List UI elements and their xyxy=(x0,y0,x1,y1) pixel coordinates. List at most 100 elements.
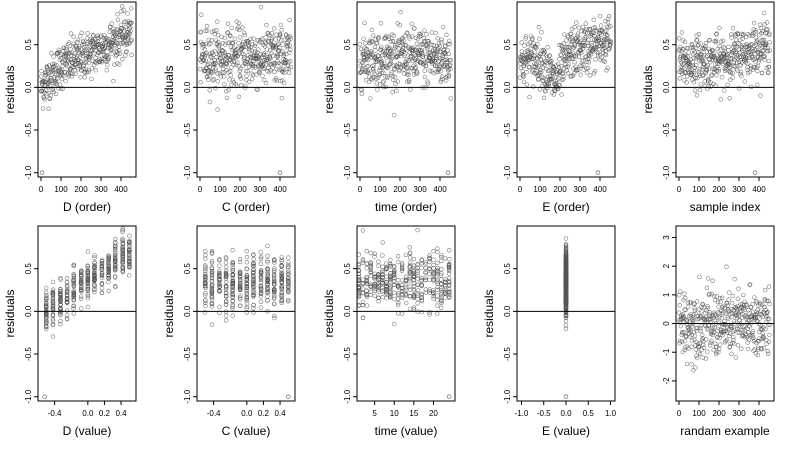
data-point xyxy=(713,32,719,37)
data-point xyxy=(82,75,88,80)
data-point xyxy=(244,254,250,260)
data-point xyxy=(56,65,62,71)
data-point xyxy=(438,305,444,310)
data-point xyxy=(684,361,690,367)
x-tick-label: 100 xyxy=(533,185,547,194)
data-point xyxy=(403,46,409,51)
data-point xyxy=(104,62,110,68)
data-point xyxy=(576,54,582,59)
data-point xyxy=(79,278,84,283)
data-point xyxy=(50,318,56,323)
data-point xyxy=(556,64,562,70)
data-point xyxy=(584,70,590,75)
data-point xyxy=(441,51,446,56)
y-axis-label: residuals xyxy=(322,289,336,337)
data-point xyxy=(288,47,293,52)
data-point xyxy=(698,82,704,87)
data-point xyxy=(112,263,118,268)
data-point xyxy=(448,96,453,101)
data-point xyxy=(762,54,767,59)
data-point xyxy=(402,33,408,39)
data-point xyxy=(114,40,119,45)
data-point xyxy=(275,54,280,59)
data-point xyxy=(415,227,420,233)
data-point xyxy=(760,28,765,34)
data-point xyxy=(761,37,766,42)
data-point xyxy=(518,65,523,71)
data-point xyxy=(91,33,96,38)
data-point xyxy=(238,303,243,308)
x-tick-label: 300 xyxy=(573,185,587,194)
data-point xyxy=(217,71,223,76)
data-point xyxy=(575,31,581,36)
data-point xyxy=(360,228,366,233)
y-tick-label: 0.5 xyxy=(24,39,33,51)
data-point xyxy=(767,48,772,53)
data-point xyxy=(213,68,219,73)
data-point xyxy=(205,28,210,33)
data-point xyxy=(85,304,91,310)
data-point xyxy=(244,249,249,254)
data-point xyxy=(85,293,91,299)
data-point xyxy=(677,57,683,63)
data-point xyxy=(89,76,94,82)
data-point xyxy=(581,62,586,68)
data-point xyxy=(594,49,600,55)
data-point xyxy=(700,73,705,79)
data-point xyxy=(394,64,399,70)
data-point xyxy=(713,38,719,43)
data-point xyxy=(583,21,588,26)
data-point xyxy=(44,319,49,325)
data-point xyxy=(238,76,244,81)
data-point xyxy=(264,22,269,28)
data-point xyxy=(120,236,125,242)
data-point xyxy=(692,333,698,339)
data-point xyxy=(69,50,74,55)
data-point xyxy=(64,308,70,313)
data-point xyxy=(223,260,229,265)
data-point xyxy=(598,23,604,28)
data-point xyxy=(404,30,410,35)
data-point xyxy=(754,47,759,53)
data-point xyxy=(126,41,132,46)
data-point xyxy=(393,81,398,86)
data-point xyxy=(92,268,97,273)
data-point xyxy=(727,96,732,101)
data-point xyxy=(376,259,381,264)
data-point xyxy=(244,73,249,79)
data-point xyxy=(435,36,440,41)
data-point xyxy=(572,59,577,65)
data-point xyxy=(272,268,277,273)
data-point xyxy=(127,249,132,254)
data-point xyxy=(530,84,536,89)
data-point xyxy=(592,68,598,74)
data-point xyxy=(682,291,687,296)
data-point xyxy=(388,58,394,64)
data-point xyxy=(242,85,248,91)
data-point xyxy=(756,57,762,62)
data-point xyxy=(560,77,566,82)
data-point xyxy=(685,304,691,310)
outlier-point xyxy=(42,394,47,399)
data-point xyxy=(524,69,529,75)
data-point xyxy=(731,63,736,68)
data-point xyxy=(211,52,216,58)
x-tick-label: 300 xyxy=(732,185,746,194)
data-points xyxy=(676,10,772,175)
data-point xyxy=(567,49,572,54)
data-point xyxy=(79,30,84,35)
y-tick-label: -0.5 xyxy=(662,123,671,137)
x-tick-label: 300 xyxy=(413,185,427,194)
data-points xyxy=(197,4,293,175)
data-point xyxy=(718,299,723,305)
data-point xyxy=(215,78,221,84)
data-point xyxy=(119,9,124,14)
data-point xyxy=(537,70,543,76)
data-point xyxy=(540,65,546,70)
y-tick-label: -1.0 xyxy=(662,165,671,179)
data-point xyxy=(703,40,709,46)
data-point xyxy=(694,93,700,98)
data-point xyxy=(54,62,59,68)
data-point xyxy=(71,272,76,277)
